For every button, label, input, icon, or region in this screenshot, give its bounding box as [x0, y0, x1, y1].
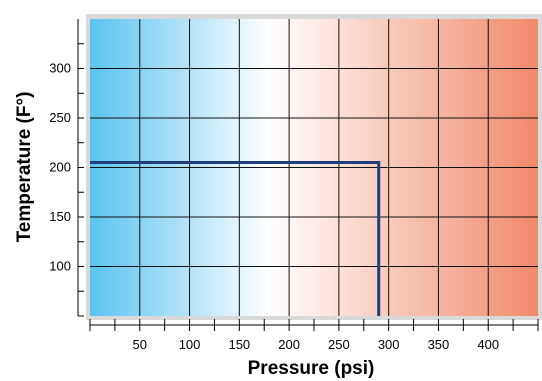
y-tick-label: 300 [49, 61, 71, 76]
x-tick-label: 250 [328, 337, 350, 352]
y-tick-label: 250 [49, 110, 71, 125]
data-series [90, 161, 381, 316]
x-axis: 50 100 150 200 250 300 350 400 [89, 319, 539, 352]
y-tick-label: 200 [49, 160, 71, 175]
grid-lines [90, 19, 538, 316]
x-tick-label: 350 [428, 337, 450, 352]
x-tick-label: 400 [477, 337, 499, 352]
x-tick-label: 200 [278, 337, 300, 352]
x-tick-label: 300 [378, 337, 400, 352]
y-axis: 100 150 200 250 300 [49, 19, 84, 317]
x-tick-label: 100 [179, 337, 201, 352]
x-tick-label: 50 [133, 337, 147, 352]
x-axis-title: Pressure (psi) [248, 358, 375, 379]
series-line [90, 161, 381, 316]
x-tick-label: 150 [228, 337, 250, 352]
y-tick-label: 150 [49, 209, 71, 224]
y-axis-title: Temperature (F°) [14, 92, 35, 243]
y-tick-label: 100 [49, 259, 71, 274]
